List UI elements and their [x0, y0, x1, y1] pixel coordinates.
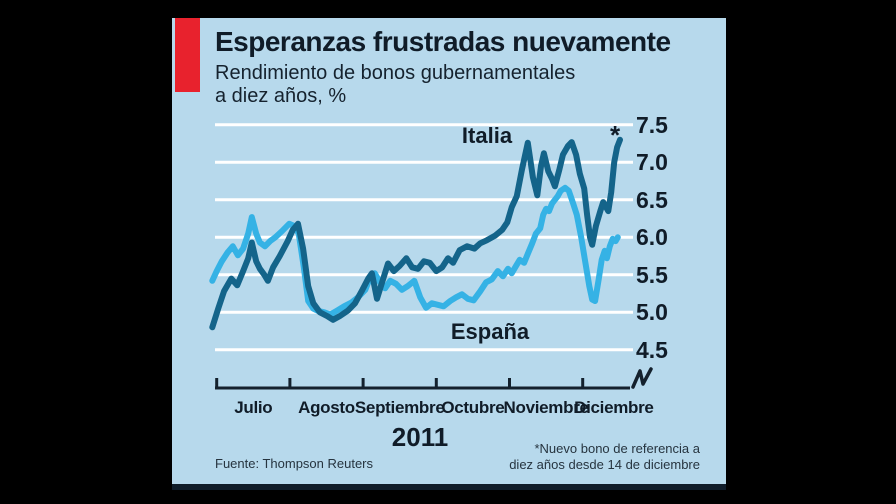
y-axis-tick-label: 5.0: [636, 299, 668, 326]
x-axis-month-label-agosto: Agosto: [298, 398, 355, 417]
chart-panel: Esperanzas frustradas nuevamente Rendimi…: [172, 18, 726, 490]
y-axis-tick-label: 6.0: [636, 224, 668, 251]
chart-title: Esperanzas frustradas nuevamente: [215, 26, 671, 57]
x-axis-month-label-diciembre: Diciembre: [574, 398, 654, 417]
x-axis-year-label: 2011: [391, 422, 449, 452]
x-axis-month-label-septiembre: Septiembre: [354, 398, 445, 417]
series-label-espana: España: [450, 319, 530, 344]
x-axis-month-label-julio: Julio: [234, 398, 273, 417]
x-axis-month-label-noviembre: Noviembre: [503, 398, 589, 417]
line-chart-plot: [209, 123, 653, 390]
y-axis-tick-label: 5.5: [636, 261, 668, 288]
x-axis-month-label-octubre: Octubre: [441, 398, 505, 417]
y-axis-tick-label: 7.0: [636, 149, 668, 176]
axis-break-icon: [631, 367, 653, 389]
footnote-line1: *Nuevo bono de referencia a: [534, 441, 700, 456]
y-axis-tick-label: 6.5: [636, 186, 668, 213]
chart-subtitle-line1: Rendimiento de bonos gubernamentales: [215, 62, 576, 84]
red-accent-tab: [175, 18, 200, 92]
y-axis-tick-label: 4.5: [636, 336, 668, 363]
y-axis-tick-label: 7.5: [636, 111, 668, 138]
series-label-italia: Italia: [461, 123, 513, 148]
chart-subtitle-line2: a diez años, %: [215, 85, 347, 107]
series-line-italia: [209, 136, 623, 331]
series-line-espana: [209, 184, 621, 318]
source-credit: Fuente: Thompson Reuters: [215, 456, 374, 471]
asterisk-annotation: *: [610, 120, 621, 150]
footnote: *Nuevo bono de referencia a diez años de…: [509, 441, 700, 473]
chart-subtitle: Rendimiento de bonos gubernamentales a d…: [215, 62, 575, 108]
footnote-line2: diez años desde 14 de diciembre: [509, 457, 700, 472]
